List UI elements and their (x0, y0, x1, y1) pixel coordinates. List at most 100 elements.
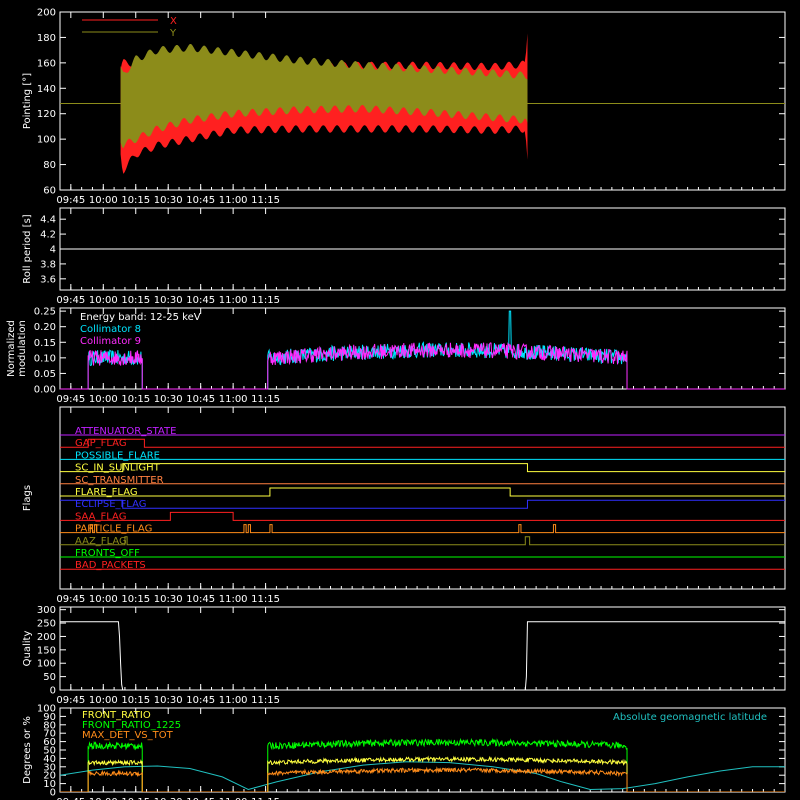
flag-line-sc-in-sunlight (60, 463, 785, 473)
legend-label-collimator-8: Collimator 8 (80, 324, 141, 335)
x-tick-label: 11:15 (251, 394, 280, 405)
flag-line-saa-flag (60, 511, 785, 521)
y-tick-label: 0 (50, 686, 56, 697)
x-tick-label: 11:00 (219, 695, 248, 706)
geomagnetic-latitude-annotation: Absolute geomagnetic latitude (613, 712, 767, 723)
y-tick-label: 80 (43, 160, 56, 171)
x-tick-label: 10:15 (121, 195, 150, 206)
quality-line (60, 621, 785, 691)
legend-label-front-ratio-1225: FRONT_RATIO_1225 (82, 720, 181, 731)
y-tick-label: 120 (37, 109, 56, 120)
flag-label-gap-flag: GAP_FLAG (75, 438, 127, 449)
y-tick-label: 0.00 (34, 385, 56, 396)
y-axis-label: Roll period [s] (22, 214, 33, 283)
x-tick-label: 09:45 (56, 797, 85, 800)
y-axis-label: Pointing [°] (22, 73, 33, 129)
y-tick-label: 100 (37, 704, 56, 715)
panel-frame (59, 11, 786, 191)
x-tick-label: 10:15 (121, 695, 150, 706)
flag-label-sc-in-sunlight: SC_IN_SUNLIGHT (75, 463, 161, 474)
y-tick-label: 80 (43, 720, 56, 731)
y-tick-label: 0.05 (34, 369, 56, 380)
flag-line-flare-flag (60, 487, 785, 497)
x-tick-label: 10:45 (186, 295, 215, 306)
y-tick-label: 300 (37, 605, 56, 616)
flag-label-saa-flag: SAA_FLAG (75, 511, 126, 522)
x-tick-label: 10:45 (186, 195, 215, 206)
x-tick-label: 11:00 (219, 295, 248, 306)
panel-frame (59, 406, 786, 590)
pointing-band-y (120, 44, 528, 149)
x-tick-label: 09:45 (56, 295, 85, 306)
legend-label-y: Y (169, 28, 177, 39)
legend-label-front-ratio: FRONT_RATIO (82, 710, 151, 721)
flag-label-flare-flag: FLARE_FLAG (75, 487, 138, 498)
y-tick-label: 90 (43, 712, 56, 723)
x-tick-label: 11:00 (219, 594, 248, 605)
y-tick-label: 40 (43, 754, 56, 765)
y-tick-label: 0.25 (34, 307, 56, 318)
y-tick-label: 4.4 (40, 215, 56, 226)
y-tick-label: 200 (37, 632, 56, 643)
y-axis-label: modulation (17, 320, 28, 377)
x-tick-label: 09:45 (56, 394, 85, 405)
x-tick-label: 11:00 (219, 195, 248, 206)
x-tick-label: 11:15 (251, 695, 280, 706)
y-tick-label: 180 (37, 33, 56, 44)
y-tick-label: 100 (37, 135, 56, 146)
y-tick-label: 50 (43, 746, 56, 757)
x-tick-label: 10:00 (89, 695, 118, 706)
x-tick-label: 10:00 (89, 295, 118, 306)
x-tick-label: 10:30 (154, 594, 183, 605)
x-tick-label: 11:00 (219, 394, 248, 405)
panel-1: 09:45 10:00 10:15 10:30 10:45 11:00 11:15 60 80 1… (22, 8, 786, 206)
y-axis-label: Flags (22, 485, 33, 511)
x-tick-label: 11:15 (251, 797, 280, 800)
y-tick-label: 160 (37, 58, 56, 69)
flag-label-bad-packets: BAD_PACKETS (75, 560, 146, 571)
x-tick-label: 10:30 (154, 695, 183, 706)
y-tick-label: 4 (50, 245, 56, 256)
y-tick-label: 60 (43, 737, 56, 748)
y-tick-label: 30 (43, 762, 56, 773)
y-tick-label: 60 (43, 186, 56, 197)
flag-label-sc-transmitter: SC_TRANSMITTER (75, 475, 164, 486)
panel-frame (59, 606, 786, 691)
legend-label-x: X (170, 16, 177, 27)
flag-label-particle-flag: PARTICLE_FLAG (75, 524, 152, 535)
panel-5: 09:45 10:00 10:15 10:30 10:45 11:00 11:15 0 50 10… (22, 605, 786, 706)
x-tick-label: 10:30 (154, 797, 183, 800)
modulation-series-9 (60, 342, 785, 390)
x-tick-label: 11:15 (251, 594, 280, 605)
legend-label-max-det-vs-tot: MAX_DET_VS_TOT (82, 730, 174, 741)
y-tick-label: 140 (37, 84, 56, 95)
x-tick-label: 10:45 (186, 695, 215, 706)
x-tick-label: 10:30 (154, 295, 183, 306)
x-tick-label: 11:15 (251, 195, 280, 206)
plot-area (60, 737, 785, 792)
x-tick-label: 11:00 (219, 797, 248, 800)
ratio-series-front-ratio-1225 (60, 737, 785, 792)
y-tick-label: 0.20 (34, 322, 56, 333)
x-tick-label: 10:30 (154, 394, 183, 405)
y-tick-label: 100 (37, 659, 56, 670)
panel-3: 09:45 10:00 10:15 10:30 10:45 11:00 11:15 0.00 0… (6, 307, 786, 405)
flag-line-particle-flag (60, 524, 785, 534)
plot-area (60, 33, 785, 174)
flag-line-gap-flag (60, 438, 785, 448)
flag-label-fronts-off: FRONTS_OFF (75, 548, 140, 559)
geomagnetic-latitude-line (60, 761, 785, 791)
panel-2: 09:45 10:00 10:15 10:30 10:45 11:00 11:15 3.6 3.… (22, 207, 786, 306)
legend-label-collimator-9: Collimator 9 (80, 336, 141, 347)
y-tick-label: 0.15 (34, 338, 56, 349)
y-tick-label: 50 (43, 672, 56, 683)
y-tick-label: 70 (43, 729, 56, 740)
x-tick-label: 10:45 (186, 797, 215, 800)
x-tick-label: 10:00 (89, 594, 118, 605)
x-tick-label: 10:00 (89, 394, 118, 405)
x-tick-label: 10:15 (121, 594, 150, 605)
y-tick-label: 3.6 (40, 274, 56, 285)
